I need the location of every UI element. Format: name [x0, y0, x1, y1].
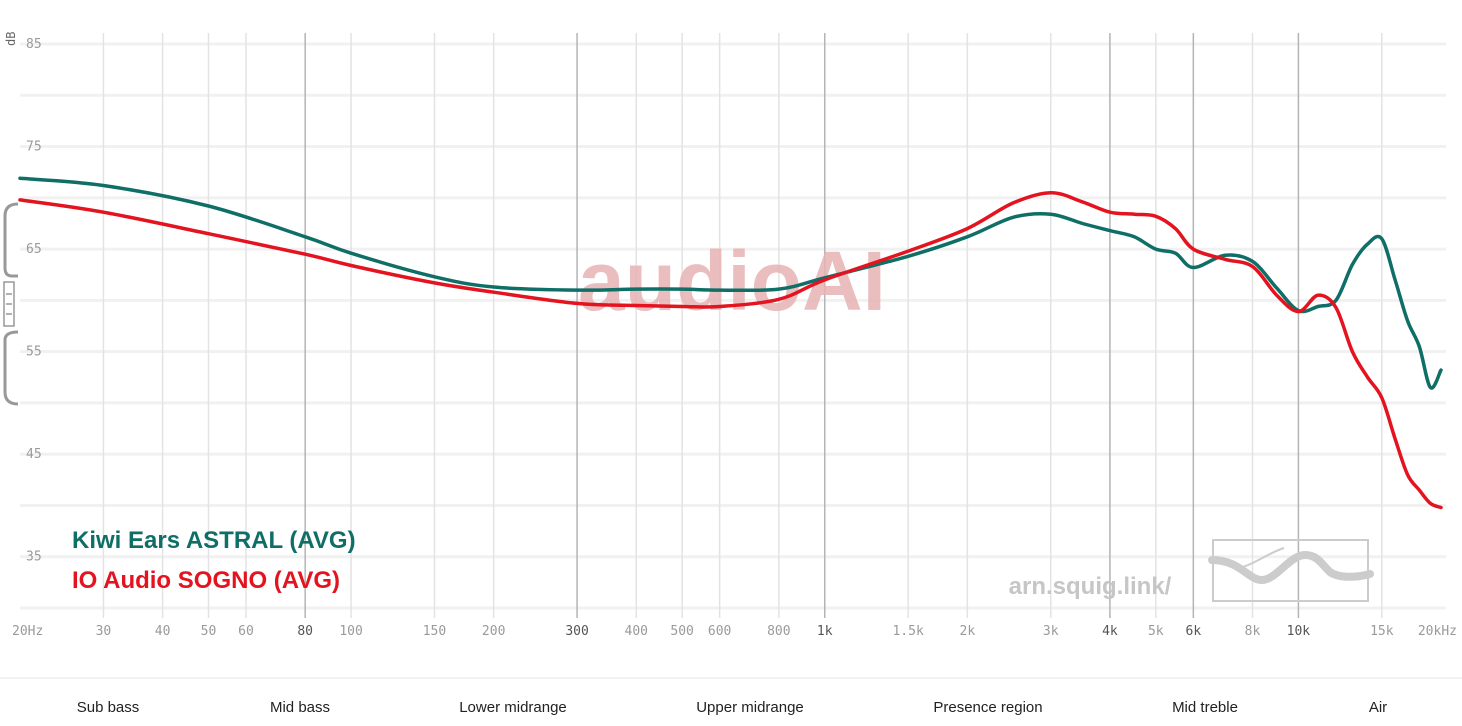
y-axis-unit: dB: [4, 32, 18, 46]
legend-entry-kiwi-ears-astral[interactable]: Kiwi Ears ASTRAL (AVG): [72, 527, 356, 554]
region-label: Presence region: [933, 699, 1042, 716]
y-tick-label: 75: [26, 140, 42, 155]
y-tick-label: 85: [26, 37, 42, 52]
x-tick-label: 20kHz: [1418, 624, 1457, 639]
grid-layer: [20, 33, 1446, 618]
x-tick-label: 20Hz: [12, 624, 43, 639]
region-label: Air: [1369, 699, 1387, 716]
series-line-kiwi-ears-astral[interactable]: [18, 176, 1443, 390]
y-tick-labels: 85 75 65 55 45 35: [26, 37, 42, 565]
x-tick-label: 150: [423, 624, 446, 639]
x-tick-label: 400: [625, 624, 648, 639]
legend-entry-io-audio-sogno[interactable]: IO Audio SOGNO (AVG): [72, 567, 340, 594]
x-tick-label: 800: [767, 624, 790, 639]
x-tick-label: 8k: [1245, 624, 1261, 639]
watermark: audioAI: [578, 234, 886, 328]
y-tick-label: 65: [26, 242, 42, 257]
site-logo: [1208, 539, 1374, 602]
y-tick-label: 45: [26, 447, 42, 462]
region-label: Upper midrange: [696, 699, 804, 716]
y-tick-label: 55: [26, 345, 42, 360]
x-tick-label: 30: [96, 624, 112, 639]
x-tick-label: 300: [565, 624, 588, 639]
y-tick-label: 35: [26, 550, 42, 565]
site-label: arn.squig.link/: [1009, 573, 1172, 600]
x-tick-label: 10k: [1287, 624, 1311, 639]
x-tick-label: 1.5k: [892, 624, 923, 639]
x-tick-label: 6k: [1186, 624, 1202, 639]
x-tick-label: 80: [297, 624, 313, 639]
region-label: Lower midrange: [459, 699, 567, 716]
frequency-regions: Sub bass Mid bass Lower midrange Upper midr…: [77, 699, 1387, 716]
x-tick-label: 3k: [1043, 624, 1059, 639]
series-layer: [18, 176, 1443, 510]
region-label: Mid bass: [270, 699, 330, 716]
region-label: Mid treble: [1172, 699, 1238, 716]
x-tick-label: 200: [482, 624, 505, 639]
x-tick-label: 60: [238, 624, 254, 639]
region-label: Sub bass: [77, 699, 140, 716]
x-tick-label: 40: [155, 624, 171, 639]
x-tick-label: 4k: [1102, 624, 1118, 639]
x-tick-labels: 20Hz 30 40 50 60 80 100 150 200 300 400 500 600 800 1k…: [12, 624, 1457, 639]
x-tick-label: 1k: [817, 624, 833, 639]
x-tick-label: 5k: [1148, 624, 1164, 639]
x-tick-label: 50: [201, 624, 217, 639]
x-tick-label: 600: [708, 624, 731, 639]
x-tick-label: 15k: [1370, 624, 1394, 639]
x-tick-label: 100: [339, 624, 362, 639]
x-tick-label: 500: [670, 624, 693, 639]
series-line-io-audio-sogno[interactable]: [18, 190, 1443, 510]
x-tick-label: 2k: [960, 624, 976, 639]
y-scale-handle[interactable]: [3, 202, 19, 406]
